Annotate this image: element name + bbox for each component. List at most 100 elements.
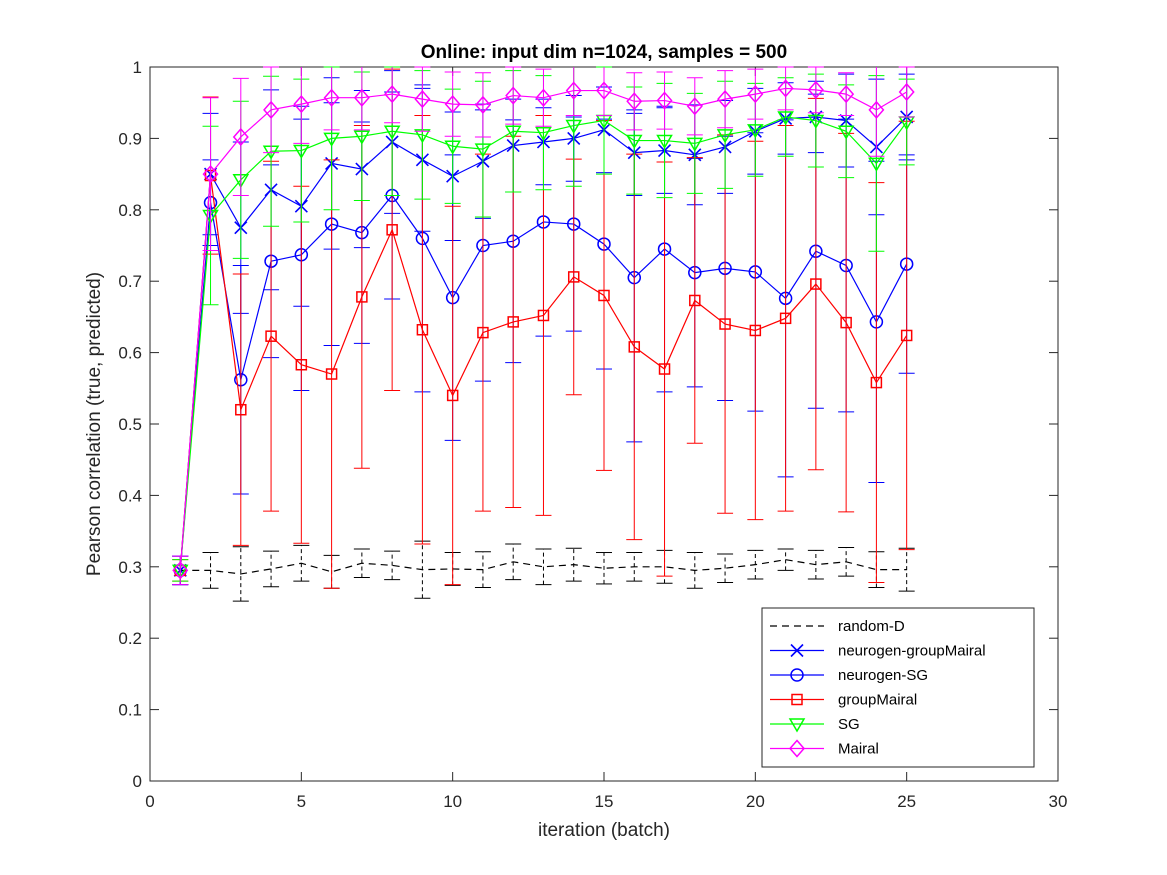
data-point <box>898 82 915 102</box>
legend-box <box>761 607 1035 768</box>
data-point <box>172 561 189 580</box>
data-point <box>868 157 885 172</box>
data-point <box>505 86 522 105</box>
data-point <box>444 94 461 114</box>
y-tick-label: 0.4 <box>118 486 142 505</box>
data-point <box>716 129 734 144</box>
series-line <box>180 559 907 575</box>
x-tick-label: 5 <box>297 792 306 811</box>
data-point <box>446 389 459 402</box>
data-point <box>295 358 308 371</box>
data-point <box>414 89 431 109</box>
data-point <box>747 124 764 139</box>
y-tick-label: 0.3 <box>118 558 142 577</box>
data-point <box>537 309 550 322</box>
data-point <box>567 271 580 283</box>
data-point <box>416 324 429 336</box>
y-tick-label: 0.5 <box>118 415 142 434</box>
data-point <box>868 100 885 119</box>
data-point <box>293 94 310 114</box>
x-tick-label: 25 <box>897 792 916 811</box>
data-point <box>719 318 731 330</box>
data-point <box>747 84 764 104</box>
chart-title: Online: input dim n=1024, samples = 500 <box>421 42 787 63</box>
data-point <box>474 95 491 114</box>
data-point <box>686 97 703 116</box>
legend: random-D neurogen-groupMairal neurogen-SG g… <box>761 607 1035 768</box>
data-point <box>656 134 673 150</box>
y-tick-label: 1 <box>133 58 142 77</box>
data-point <box>900 329 913 342</box>
data-point <box>838 84 855 104</box>
data-point <box>777 79 794 98</box>
data-point <box>386 224 398 236</box>
data-point <box>265 330 277 342</box>
series-line <box>179 87 907 571</box>
data-point <box>235 403 247 416</box>
y-axis-label: Pearson correlation (true, predicted) <box>84 272 105 576</box>
legend-entry: SG <box>838 716 860 733</box>
y-tick-label: 0.6 <box>118 344 142 363</box>
data-point <box>626 92 643 111</box>
data-point <box>717 89 734 109</box>
data-point <box>749 324 762 337</box>
data-point <box>807 114 825 130</box>
data-point <box>263 100 280 119</box>
data-point <box>779 312 792 325</box>
data-point <box>625 134 643 150</box>
data-point <box>840 316 852 329</box>
legend-entry: Mairal <box>838 741 879 758</box>
data-point <box>777 111 794 126</box>
data-point <box>535 88 552 107</box>
data-point <box>383 125 401 140</box>
y-tick-label: 0.1 <box>118 701 142 720</box>
data-point <box>444 140 461 155</box>
legend-marker <box>790 668 804 682</box>
data-point <box>807 80 824 99</box>
data-point <box>810 278 822 290</box>
data-point <box>658 363 671 375</box>
data-point <box>477 326 489 339</box>
data-point <box>353 130 371 145</box>
x-axis-label: iteration (batch) <box>538 820 670 841</box>
x-tick-label: 30 <box>1049 792 1068 811</box>
legend-entry: groupMairal <box>838 692 917 709</box>
data-point <box>474 143 492 158</box>
y-tick-label: 0 <box>133 772 142 791</box>
data-point <box>356 291 368 303</box>
data-point <box>837 125 855 140</box>
y-tick-label: 0.8 <box>118 201 142 220</box>
data-point <box>353 88 370 107</box>
legend-marker <box>788 718 806 733</box>
data-point <box>689 294 701 307</box>
data-point <box>323 132 340 147</box>
series-Mairal <box>172 66 915 586</box>
legend-marker <box>789 739 805 758</box>
legend-entry: neurogen-groupMairal <box>838 643 986 660</box>
legend-entry: random-D <box>838 618 905 635</box>
x-tick-label: 10 <box>443 792 462 811</box>
data-point <box>656 91 673 110</box>
legend-marker <box>791 693 803 706</box>
y-tick-label: 0.9 <box>118 129 142 148</box>
data-point <box>504 125 522 140</box>
x-tick-label: 20 <box>746 792 765 811</box>
data-point <box>565 81 582 100</box>
data-point <box>384 84 401 104</box>
data-point <box>628 341 641 353</box>
data-point <box>598 289 610 302</box>
legend-marker <box>790 643 804 658</box>
data-point <box>535 126 552 142</box>
x-tick-label: 0 <box>145 792 154 811</box>
data-point <box>293 144 310 160</box>
legend-entry: neurogen-SG <box>838 667 928 684</box>
series-line <box>179 175 908 571</box>
data-point <box>323 88 340 107</box>
y-tick-label: 0.2 <box>118 629 142 648</box>
data-point <box>232 127 249 147</box>
data-point <box>507 316 519 328</box>
data-point <box>565 119 583 135</box>
data-point <box>686 137 704 152</box>
data-point <box>870 376 883 389</box>
